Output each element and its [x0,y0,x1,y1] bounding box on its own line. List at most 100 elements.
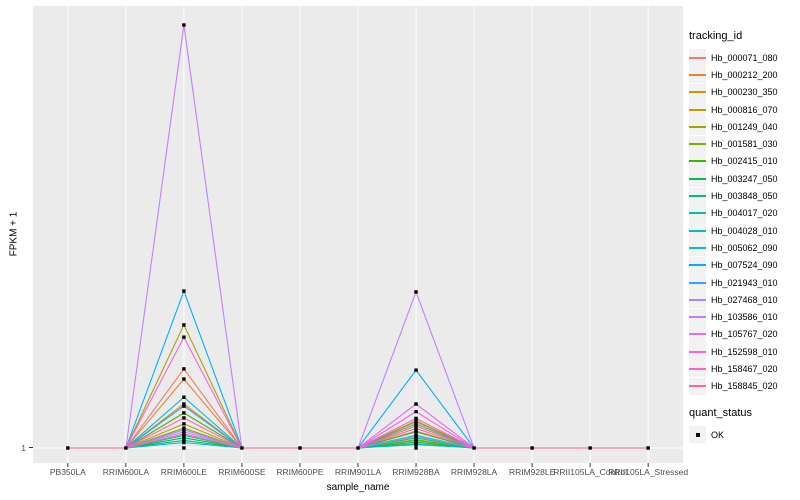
data-point [182,416,186,420]
legend-entries-quant-status: OK [689,426,799,444]
legend-key-line [689,239,706,257]
legend-key-line [689,308,706,326]
legend-entry-label: Hb_021943_010 [711,277,778,288]
legend-entry-label: Hb_000230_350 [711,87,778,98]
data-point [414,416,418,421]
data-point [298,446,302,450]
legend-title-tracking-id: tracking_id [689,30,743,42]
legend-key-line [689,49,706,67]
data-point [414,402,418,406]
legend-entry-label: Hb_158467_020 [711,363,778,374]
legend-entry: Hb_000230_350 [689,83,799,101]
x-tick-label: RRII105LA_Control [553,467,627,477]
data-point [182,422,186,426]
legend-key-line [689,343,706,361]
data-point [414,446,418,450]
y-tick-label: 1 [21,443,26,453]
x-tick-label: RRIM600LA [102,467,149,477]
legend-entry-label: Hb_001581_030 [711,139,778,150]
legend-entry: Hb_000212_200 [689,66,799,84]
data-point [182,335,186,339]
legend-entry: Hb_105767_020 [689,325,799,343]
legend-key-line [689,66,706,84]
legend-key-line [689,204,706,222]
legend-entry: Hb_103586_010 [689,308,799,326]
legend-entry-label: Hb_003848_050 [711,191,778,202]
data-point [124,446,128,450]
legend-entry-label: Hb_007524_090 [711,260,778,271]
legend-entry-quant: OK [689,426,799,444]
legend-entry: Hb_158845_020 [689,377,799,395]
legend-key-line [689,222,706,240]
legend-entry: Hb_004028_010 [689,222,799,240]
data-point [182,411,186,415]
x-axis-title: sample_name [326,482,390,493]
legend-key-square [689,426,706,444]
data-point [182,440,186,445]
legend-entries-tracking-id: Hb_000071_080 Hb_000212_200 Hb_000230_350 H… [689,49,799,395]
legend-entry: Hb_158467_020 [689,360,799,378]
legend-key-line [689,187,706,205]
data-point [182,377,186,381]
legend-key-line [689,274,706,291]
x-tick-label: RRIM600PE [276,467,324,477]
legend-entry: Hb_000816_070 [689,101,799,119]
y-axis-title: FPKM + 1 [8,211,20,257]
data-point [66,446,70,450]
legend-entry-label: Hb_105767_020 [711,329,778,340]
legend-key-line [689,360,706,378]
legend-entry-label: Hb_004028_010 [711,225,778,236]
data-point [182,289,186,293]
legend-entry-label: Hb_005062_090 [711,242,778,253]
data-point [646,446,650,450]
legend-key-line [689,256,706,274]
legend-key-line [689,83,706,101]
legend-entry-label: Hb_004017_020 [711,208,778,219]
data-point [182,438,186,443]
legend-title-quant-status: quant_status [689,406,752,419]
data-point [182,430,186,434]
legend-entry: Hb_152598_010 [689,343,799,361]
legend-entry-label: Hb_000071_080 [711,52,778,63]
legend-entry: Hb_001581_030 [689,135,799,153]
chart-canvas [33,6,683,467]
data-point [182,446,186,450]
x-axis-tick-labels: PB350LA RRIM600LA RRIM600LE RRIM600SE RRIM60… [33,467,688,479]
legend-key-line [689,152,706,170]
legend-key-line [689,101,706,119]
data-point [414,426,418,431]
x-tick-label: PB350LA [49,467,86,477]
legend-entry-label: OK [711,429,725,440]
data-point [414,442,418,447]
legend-entry-label: Hb_027468_010 [711,294,778,305]
data-point [182,323,186,327]
legend-key-line [689,377,706,395]
data-point [414,430,418,434]
legend-entry-label: Hb_000212_200 [711,69,778,80]
y-tick-mark [29,447,33,448]
legend-entry-label: Hb_158845_020 [711,381,778,392]
legend-entry: Hb_003848_050 [689,187,799,205]
x-tick-label: RRIM928LA [450,467,498,477]
data-point [530,446,534,450]
legend-key-line [689,118,706,136]
data-point [182,432,186,436]
legend-entry: Hb_003247_050 [689,170,799,188]
legend-entry: Hb_000071_080 [689,49,799,67]
legend-entry-label: Hb_000816_070 [711,104,778,115]
data-point [414,368,418,372]
data-point [182,404,186,408]
data-point [414,290,418,294]
plot-panel [33,6,683,468]
legend-entry-label: Hb_103586_010 [711,312,778,323]
legend-entry-label: Hb_152598_010 [711,346,778,357]
data-point [240,446,244,450]
legend-panel: tracking_id Hb_000071_080 Hb_000212_200 Hb… [689,30,799,444]
data-point [472,446,476,450]
x-tick-label: RRIM600SE [218,467,266,477]
legend-entry-label: Hb_003247_050 [711,173,778,184]
x-tick-label: RRIM901LA [334,467,382,477]
legend-entry-label: Hb_001249_040 [711,121,778,132]
legend-entry: Hb_002415_010 [689,152,799,170]
x-tick-label: RRIM600LE [160,467,208,477]
